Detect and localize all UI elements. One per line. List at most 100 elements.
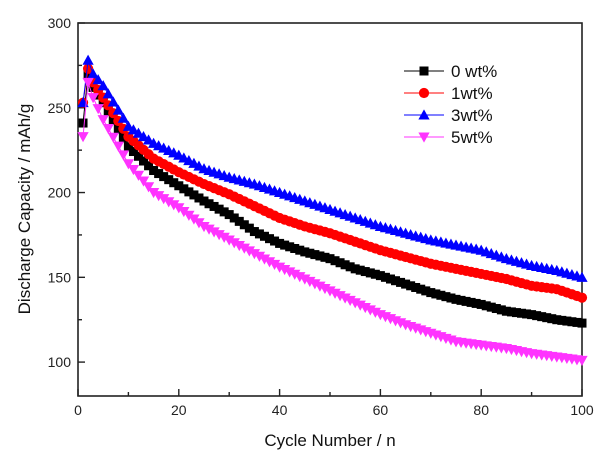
data-point xyxy=(350,264,360,274)
series-line xyxy=(82,82,583,361)
data-point xyxy=(416,284,426,294)
data-point xyxy=(159,172,169,182)
data-point xyxy=(506,307,516,317)
data-point xyxy=(218,232,230,243)
data-point xyxy=(87,93,99,104)
data-point xyxy=(219,207,229,217)
data-point xyxy=(360,267,370,277)
x-tick-label: 0 xyxy=(74,402,82,418)
data-point xyxy=(280,240,290,250)
data-point xyxy=(78,118,88,128)
data-point xyxy=(169,178,179,188)
data-point xyxy=(117,112,129,123)
data-point xyxy=(511,308,521,318)
data-point xyxy=(179,184,189,194)
series-3wt- xyxy=(77,54,588,282)
data-point xyxy=(123,142,133,152)
data-point xyxy=(355,265,365,275)
data-point xyxy=(290,243,300,253)
data-point xyxy=(481,301,491,311)
data-point xyxy=(522,309,532,319)
data-point xyxy=(441,292,451,302)
data-point xyxy=(345,262,355,272)
legend-marker xyxy=(418,87,430,99)
data-point xyxy=(147,188,160,199)
data-point xyxy=(142,182,155,193)
data-point xyxy=(82,54,94,65)
data-point xyxy=(244,223,254,233)
data-point xyxy=(188,214,200,225)
legend-marker xyxy=(419,66,429,76)
legend-marker xyxy=(418,132,430,143)
data-point xyxy=(253,251,266,262)
data-point xyxy=(154,169,164,179)
legend-item: 3wt% xyxy=(404,106,493,125)
data-point xyxy=(203,224,215,235)
data-point xyxy=(102,88,114,99)
data-point xyxy=(127,164,140,176)
data-point xyxy=(233,240,245,252)
x-tick-label: 100 xyxy=(570,402,594,418)
data-point xyxy=(365,268,375,278)
data-point xyxy=(254,229,264,239)
data-point xyxy=(476,299,486,309)
x-tick-label: 80 xyxy=(473,402,489,418)
data-point xyxy=(77,132,89,143)
data-point xyxy=(265,234,275,244)
data-point xyxy=(330,256,340,266)
data-point xyxy=(375,271,385,281)
data-point xyxy=(118,133,128,143)
data-point xyxy=(562,316,572,326)
data-point xyxy=(112,104,124,115)
y-axis-ticks: 100 150 200 250 300 xyxy=(48,15,85,370)
data-point xyxy=(107,132,119,143)
data-point xyxy=(249,227,259,237)
data-point xyxy=(411,282,421,292)
data-point xyxy=(496,305,506,315)
data-point xyxy=(491,304,501,314)
data-point xyxy=(97,80,109,91)
data-point xyxy=(576,292,588,303)
data-point xyxy=(391,276,401,286)
data-point xyxy=(431,289,441,299)
data-point xyxy=(285,242,295,252)
data-point xyxy=(133,151,143,161)
data-point xyxy=(466,297,476,307)
data-point xyxy=(228,238,240,249)
data-point xyxy=(107,96,119,107)
data-point xyxy=(335,258,345,268)
data-point xyxy=(486,302,496,312)
data-point xyxy=(259,231,269,241)
data-point xyxy=(204,199,214,209)
data-point xyxy=(567,317,577,327)
data-point xyxy=(572,317,582,327)
data-point xyxy=(214,204,224,214)
legend-item: 0 wt% xyxy=(404,62,497,81)
data-point xyxy=(532,311,542,321)
data-point xyxy=(325,254,335,264)
data-point xyxy=(174,181,184,191)
data-point xyxy=(189,190,199,200)
data-point xyxy=(112,141,124,152)
data-point xyxy=(194,193,204,203)
data-point xyxy=(178,207,190,218)
data-point xyxy=(208,227,220,238)
data-point xyxy=(517,308,527,318)
data-point xyxy=(132,170,145,181)
data-point xyxy=(275,238,285,248)
data-point xyxy=(421,286,431,296)
x-tick-label: 20 xyxy=(171,402,187,418)
data-point xyxy=(577,318,587,328)
series-1wt- xyxy=(77,63,588,303)
data-point xyxy=(576,271,588,282)
data-point xyxy=(576,355,588,367)
legend-item: 5wt% xyxy=(404,128,493,147)
data-point xyxy=(224,210,234,220)
data-point xyxy=(380,272,390,282)
data-point xyxy=(537,312,547,322)
data-point xyxy=(102,123,114,135)
data-point xyxy=(471,298,481,308)
x-tick-label: 40 xyxy=(272,402,288,418)
data-point xyxy=(396,277,406,287)
